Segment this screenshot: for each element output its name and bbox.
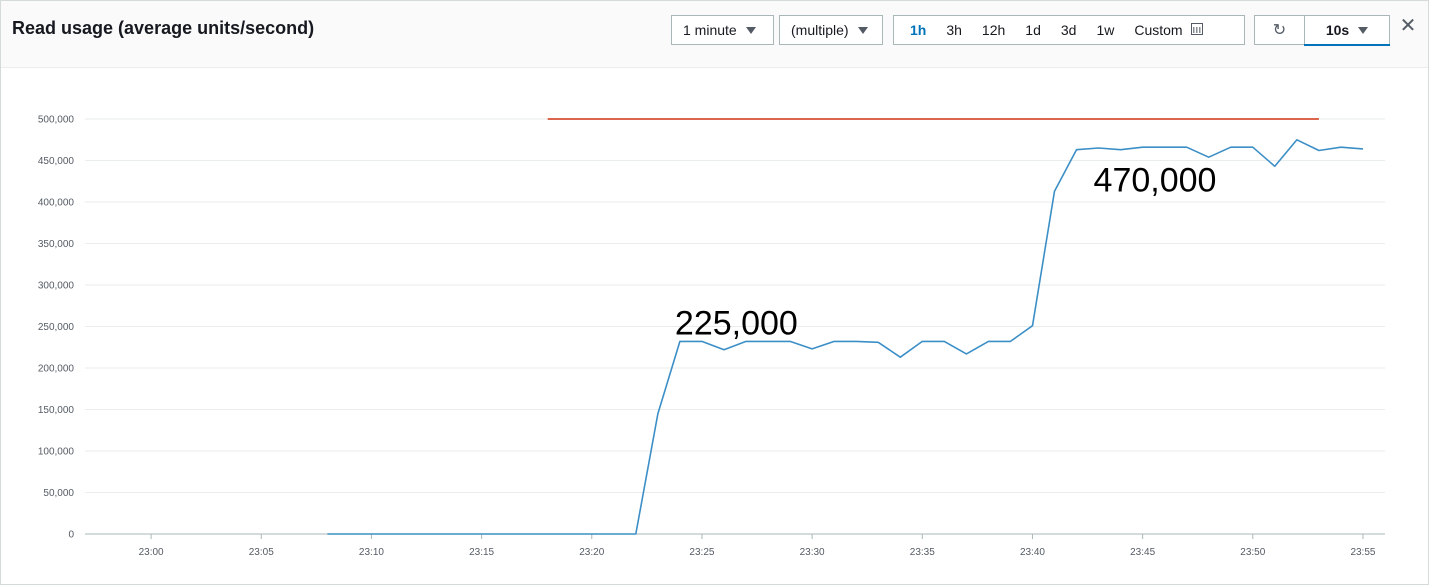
caret-down-icon bbox=[1358, 26, 1369, 34]
annotation-label: 470,000 bbox=[1094, 162, 1217, 200]
x-axis: 23:00 23:05 23:10 23:15 23:20 23:25 23:30 23:35… bbox=[85, 533, 1385, 558]
x-tick-label: 23:25 bbox=[689, 547, 714, 558]
statistic-dropdown[interactable]: (multiple) bbox=[779, 15, 883, 45]
refresh-control: ↻ 10s bbox=[1254, 15, 1390, 46]
period-label: 1 minute bbox=[683, 22, 737, 38]
y-tick-label: 0 bbox=[68, 530, 74, 541]
calendar-icon bbox=[1190, 23, 1203, 35]
x-tick-label: 23:00 bbox=[139, 547, 164, 558]
refresh-icon: ↻ bbox=[1272, 22, 1287, 39]
y-tick-label: 150,000 bbox=[38, 405, 75, 416]
x-tick-label: 23:05 bbox=[249, 547, 274, 558]
x-tick-label: 23:30 bbox=[800, 547, 825, 558]
range-option-1h[interactable]: 1h bbox=[910, 22, 927, 38]
range-option-1w[interactable]: 1w bbox=[1096, 22, 1115, 38]
refresh-interval-dropdown[interactable]: 10s bbox=[1304, 16, 1390, 46]
refresh-button[interactable]: ↻ bbox=[1255, 16, 1305, 44]
y-tick-label: 500,000 bbox=[38, 115, 75, 126]
widget-header: Read usage (average units/second) 1 minu… bbox=[1, 1, 1428, 68]
time-range-selector: 1h 3h 12h 1d 3d 1w Custom bbox=[893, 15, 1245, 45]
range-option-3d[interactable]: 3d bbox=[1060, 22, 1077, 38]
y-tick-label: 400,000 bbox=[38, 198, 75, 209]
y-tick-label: 50,000 bbox=[43, 488, 74, 499]
x-tick-label: 23:20 bbox=[579, 547, 604, 558]
annotations: 225,000 470,000 bbox=[675, 162, 1217, 343]
caret-down-icon bbox=[745, 26, 756, 34]
y-tick-label: 450,000 bbox=[38, 156, 75, 167]
range-option-3h[interactable]: 3h bbox=[946, 22, 962, 38]
y-tick-label: 250,000 bbox=[38, 322, 75, 333]
caret-down-icon bbox=[857, 26, 868, 34]
x-tick-label: 23:45 bbox=[1130, 547, 1155, 558]
y-tick-label: 300,000 bbox=[38, 281, 75, 292]
x-tick-label: 23:50 bbox=[1240, 547, 1265, 558]
y-axis: 0 50,000 100,000 150,000 200,000 250,000 300,0… bbox=[38, 115, 75, 541]
range-option-custom[interactable]: Custom bbox=[1124, 22, 1212, 38]
x-tick-label: 23:35 bbox=[910, 547, 935, 558]
refresh-interval-label: 10s bbox=[1325, 22, 1350, 38]
x-tick-label: 23:15 bbox=[469, 547, 494, 558]
y-tick-label: 350,000 bbox=[38, 239, 75, 250]
plot-area bbox=[327, 118, 1364, 535]
x-tick-label: 23:55 bbox=[1350, 547, 1375, 558]
range-option-12h[interactable]: 12h bbox=[981, 22, 1006, 38]
period-dropdown[interactable]: 1 minute bbox=[671, 15, 774, 45]
y-tick-label: 200,000 bbox=[38, 364, 75, 375]
annotation-label: 225,000 bbox=[675, 304, 798, 342]
read-usage-series-line bbox=[327, 139, 1364, 535]
statistic-label: (multiple) bbox=[791, 22, 849, 38]
y-tick-label: 100,000 bbox=[38, 447, 75, 458]
widget-title: Read usage (average units/second) bbox=[12, 18, 315, 38]
custom-label: Custom bbox=[1134, 22, 1183, 38]
x-tick-label: 23:10 bbox=[359, 547, 384, 558]
close-icon[interactable]: ✕ bbox=[1399, 15, 1417, 37]
x-tick-label: 23:40 bbox=[1020, 547, 1045, 558]
range-option-1d[interactable]: 1d bbox=[1025, 22, 1041, 38]
